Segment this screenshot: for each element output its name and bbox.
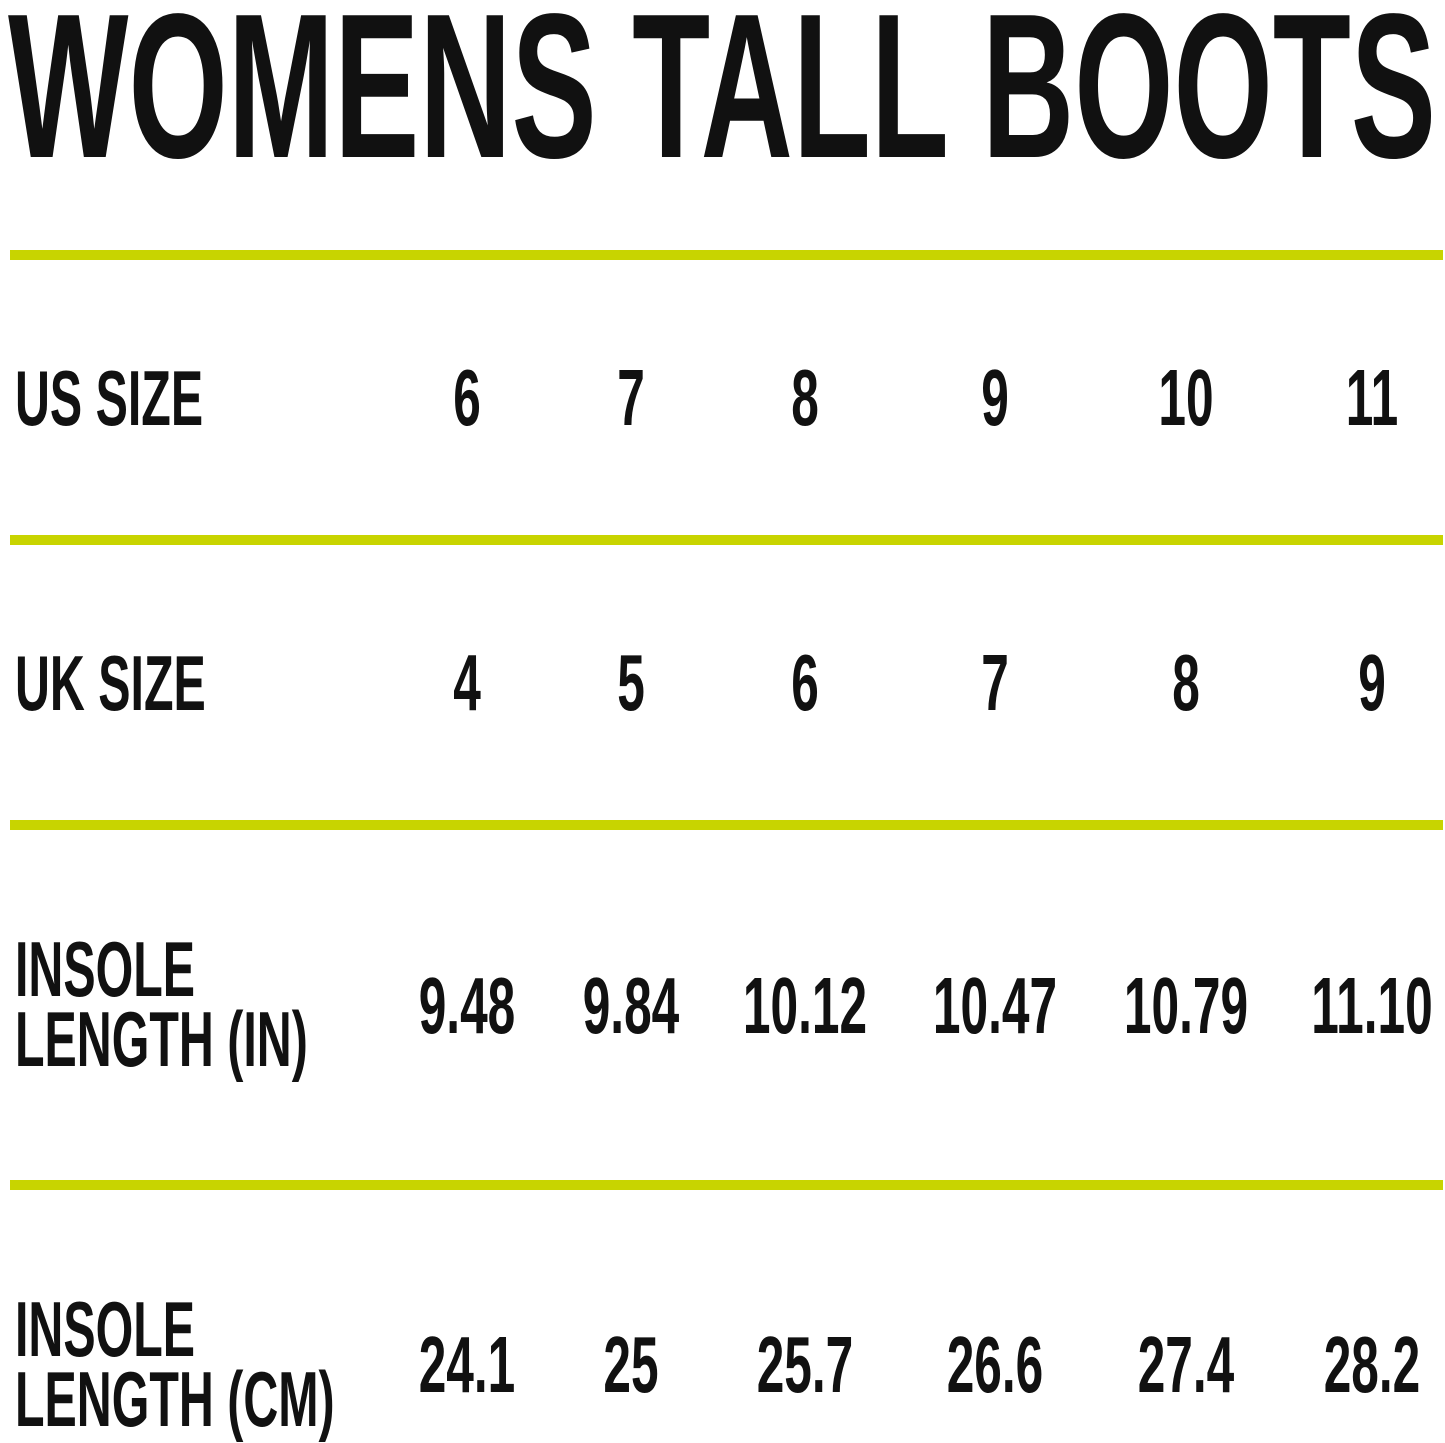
page-title-text: WOMENS TALL BOOTS [8, 0, 1436, 170]
table-cell: 7 [617, 353, 645, 442]
table-cell: 10.79 [1123, 961, 1249, 1050]
table-cell: 25 [603, 1320, 659, 1409]
divider [10, 535, 1443, 545]
table-cell: 25.7 [756, 1320, 854, 1409]
divider [10, 820, 1443, 830]
table-cell: 6 [791, 638, 819, 727]
table-cell: 10.47 [932, 961, 1058, 1050]
table-cell: 9.84 [582, 961, 680, 1050]
table-cell: 9 [1358, 638, 1386, 727]
table-cell: 4 [453, 638, 481, 727]
page-title: WOMENS TALL BOOTS [8, 0, 1436, 170]
row-label: US SIZE [15, 354, 204, 442]
table-cell: 10.12 [742, 961, 868, 1050]
row-label: INSOLE [15, 925, 196, 1013]
table-cell: 9.48 [418, 961, 516, 1050]
table-cell: 10 [1158, 353, 1214, 442]
table-cell: 7 [981, 638, 1009, 727]
table-cell: 8 [791, 353, 819, 442]
table-cell: 6 [453, 353, 481, 442]
table-cell: 8 [1172, 638, 1200, 727]
table-cell: 26.6 [946, 1320, 1044, 1409]
table-cell: 27.4 [1137, 1320, 1235, 1409]
row-label: INSOLE [15, 1285, 196, 1373]
table-cell: 28.2 [1323, 1320, 1421, 1409]
table-cell: 9 [981, 353, 1009, 442]
divider [10, 250, 1443, 260]
row-label: LENGTH (CM) [15, 1355, 335, 1443]
row-label: LENGTH (IN) [15, 995, 308, 1083]
row-label: UK SIZE [15, 639, 206, 727]
table-cell: 11 [1345, 353, 1399, 442]
divider [10, 1180, 1443, 1190]
table-cell: 24.1 [418, 1320, 516, 1409]
table-cell: 11.10 [1311, 961, 1433, 1050]
table-cell: 5 [617, 638, 645, 727]
